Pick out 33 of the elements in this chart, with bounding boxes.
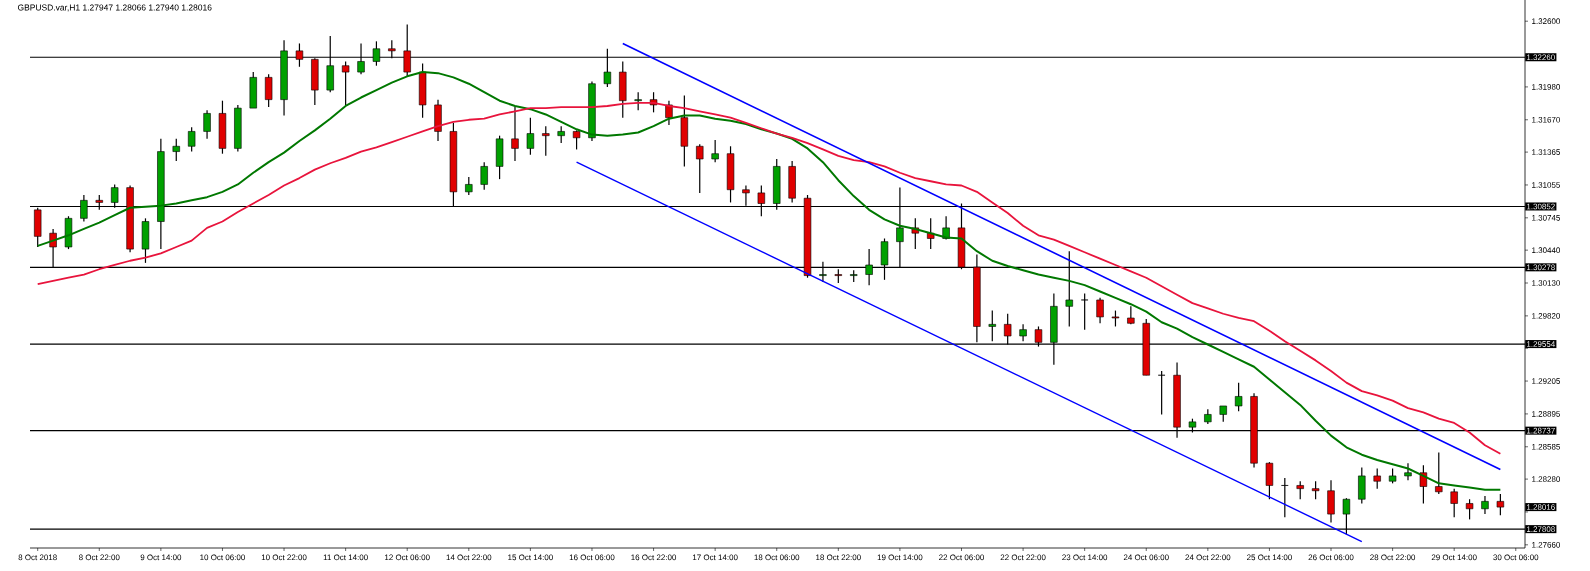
candlestick	[1327, 479, 1335, 524]
candlestick	[1296, 480, 1304, 500]
candlestick	[988, 309, 996, 342]
candlestick	[264, 73, 273, 108]
candlestick	[711, 139, 719, 163]
candlestick	[1096, 297, 1104, 324]
candlestick	[1373, 467, 1381, 490]
candlestick	[172, 138, 180, 162]
candlestick	[1450, 488, 1458, 518]
candlestick	[542, 125, 550, 157]
candlestick	[1358, 466, 1366, 505]
candlestick	[187, 126, 196, 153]
candlestick	[480, 161, 488, 191]
candlestick	[341, 60, 350, 106]
chart-title: GBPUSD.var,H1 1.27947 1.28066 1.27940 1.28016	[17, 4, 212, 12]
candlestick	[1019, 323, 1027, 342]
candlestick	[1265, 461, 1274, 500]
candlestick	[1496, 493, 1505, 516]
candlestick	[203, 109, 211, 140]
candlestick	[465, 176, 473, 196]
candlestick	[696, 143, 704, 194]
candlestick	[1481, 495, 1489, 515]
candlestick	[526, 117, 535, 156]
candlestick	[1080, 293, 1089, 331]
candlestick	[634, 91, 642, 111]
candlestick	[1311, 480, 1320, 500]
candlestick	[1435, 452, 1443, 495]
line-series	[36, 71, 1502, 491]
candlestick	[1465, 498, 1474, 520]
candlestick	[511, 106, 519, 162]
candlestick	[1404, 462, 1412, 481]
candlestick	[572, 129, 581, 151]
candlestick	[1234, 382, 1243, 412]
